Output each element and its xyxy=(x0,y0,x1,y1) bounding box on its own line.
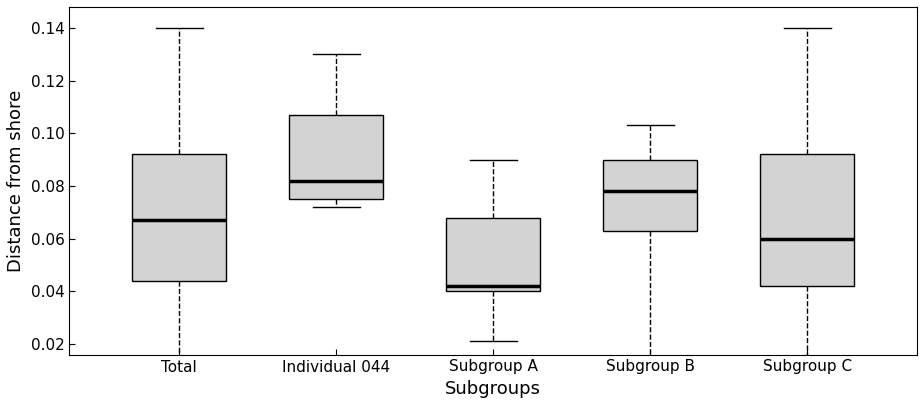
Y-axis label: Distance from shore: Distance from shore xyxy=(7,90,25,272)
PathPatch shape xyxy=(760,154,855,286)
X-axis label: Subgroups: Subgroups xyxy=(445,380,541,398)
PathPatch shape xyxy=(446,217,541,292)
PathPatch shape xyxy=(289,115,383,199)
PathPatch shape xyxy=(603,160,698,231)
PathPatch shape xyxy=(132,154,226,281)
